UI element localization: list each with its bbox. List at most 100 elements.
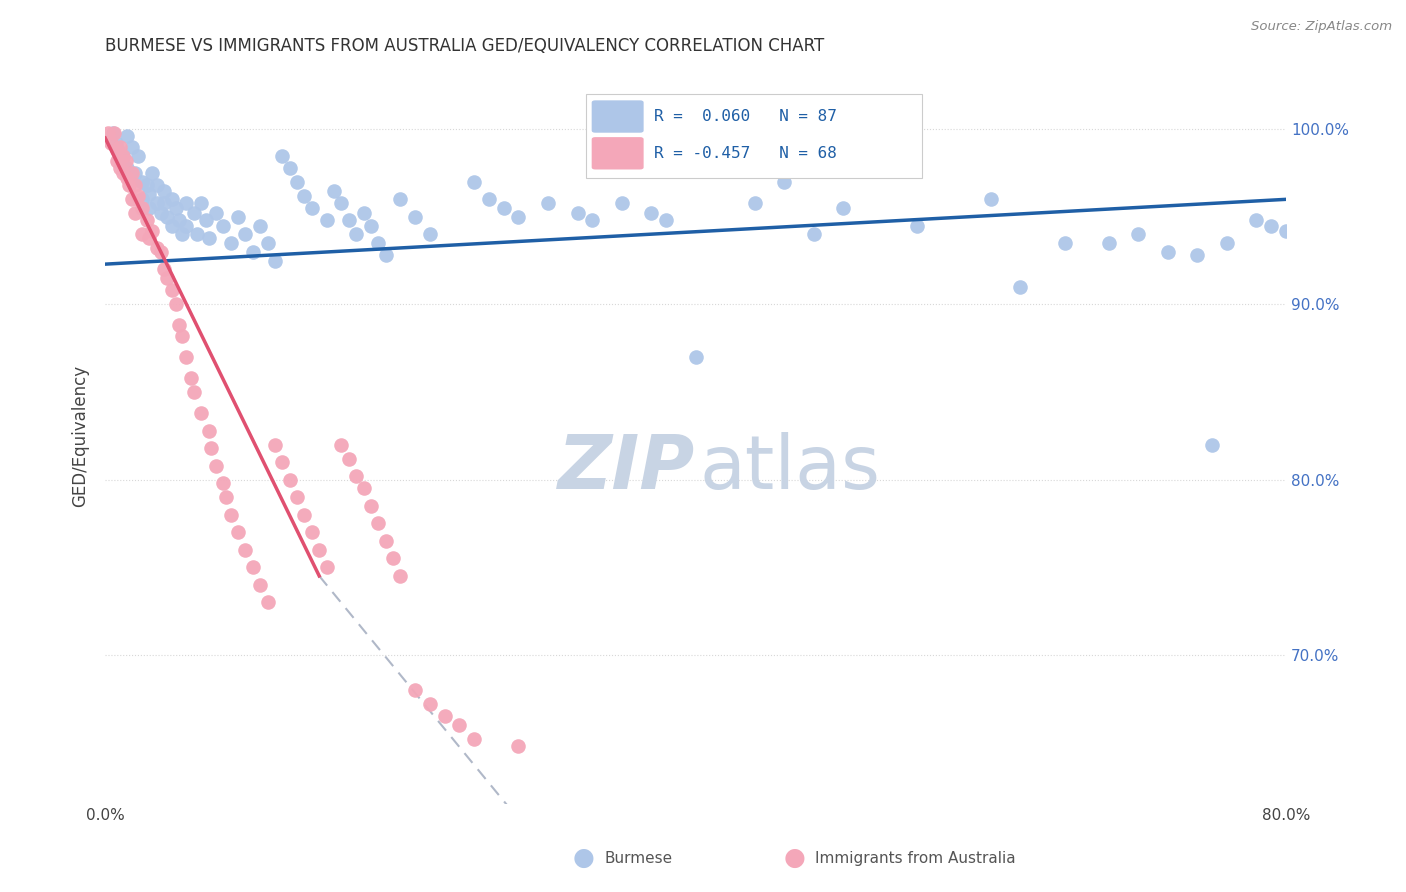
- Point: [131, 201, 153, 215]
- Point: [124, 206, 146, 220]
- Point: [581, 213, 603, 227]
- Point: [127, 148, 149, 162]
- Point: [197, 231, 219, 245]
- Point: [1053, 236, 1076, 251]
- Point: [138, 187, 160, 202]
- Point: [242, 560, 264, 574]
- Point: [508, 210, 530, 224]
- Point: [301, 201, 323, 215]
- Point: [150, 244, 173, 259]
- Point: [183, 384, 205, 399]
- Point: [194, 213, 217, 227]
- Point: [249, 577, 271, 591]
- Point: [101, 126, 124, 140]
- Point: [212, 476, 235, 491]
- Point: [146, 241, 169, 255]
- Point: [337, 213, 360, 227]
- Point: [344, 227, 367, 242]
- Point: [141, 166, 163, 180]
- Point: [367, 516, 389, 531]
- Point: [315, 213, 337, 227]
- Point: [160, 219, 183, 233]
- Point: [1010, 280, 1032, 294]
- Point: [170, 227, 193, 242]
- Point: [1260, 219, 1282, 233]
- Point: [153, 184, 176, 198]
- Point: [186, 227, 208, 242]
- Point: [205, 206, 228, 220]
- Point: [285, 490, 308, 504]
- Point: [176, 350, 198, 364]
- Point: [1216, 236, 1239, 251]
- Text: R =  0.060   N = 87: R = 0.060 N = 87: [654, 109, 837, 124]
- Point: [167, 318, 190, 333]
- Point: [278, 473, 301, 487]
- Point: [1275, 224, 1298, 238]
- Point: [610, 195, 633, 210]
- Point: [308, 542, 330, 557]
- Point: [165, 201, 187, 215]
- Point: [197, 424, 219, 438]
- Point: [138, 201, 160, 215]
- Point: [980, 192, 1002, 206]
- Point: [205, 458, 228, 473]
- Point: [219, 236, 242, 251]
- Point: [508, 739, 530, 753]
- Point: [146, 195, 169, 210]
- Point: [200, 441, 222, 455]
- Point: [167, 213, 190, 227]
- Point: [803, 227, 825, 242]
- Point: [104, 136, 127, 151]
- Point: [165, 297, 187, 311]
- Point: [905, 219, 928, 233]
- Y-axis label: GED/Equivalency: GED/Equivalency: [72, 365, 89, 507]
- Point: [278, 161, 301, 175]
- Point: [256, 595, 278, 609]
- Point: [118, 178, 141, 193]
- Point: [212, 219, 235, 233]
- Point: [832, 201, 855, 215]
- Point: [160, 284, 183, 298]
- Point: [190, 195, 212, 210]
- Point: [744, 195, 766, 210]
- Point: [315, 560, 337, 574]
- Point: [1187, 248, 1209, 262]
- Text: ●: ●: [783, 847, 806, 870]
- FancyBboxPatch shape: [592, 100, 644, 133]
- Point: [294, 189, 316, 203]
- Point: [103, 126, 125, 140]
- Point: [124, 166, 146, 180]
- Point: [773, 175, 796, 189]
- Point: [111, 166, 134, 180]
- Point: [433, 709, 456, 723]
- Text: Source: ZipAtlas.com: Source: ZipAtlas.com: [1251, 20, 1392, 33]
- Point: [330, 195, 353, 210]
- Point: [156, 210, 179, 224]
- Point: [271, 148, 294, 162]
- Point: [404, 682, 426, 697]
- Point: [242, 244, 264, 259]
- Point: [153, 262, 176, 277]
- Point: [183, 206, 205, 220]
- Point: [160, 192, 183, 206]
- Point: [256, 236, 278, 251]
- Point: [537, 195, 560, 210]
- Point: [382, 551, 405, 566]
- Point: [374, 248, 396, 262]
- Point: [249, 219, 271, 233]
- Point: [449, 718, 471, 732]
- Point: [404, 210, 426, 224]
- Point: [190, 406, 212, 420]
- Point: [323, 184, 346, 198]
- Point: [121, 192, 143, 206]
- Point: [135, 178, 157, 193]
- Point: [389, 569, 412, 583]
- Point: [108, 161, 131, 175]
- Point: [1157, 244, 1180, 259]
- Point: [215, 490, 238, 504]
- Point: [1128, 227, 1150, 242]
- Point: [235, 542, 257, 557]
- Point: [105, 143, 128, 157]
- Point: [146, 178, 169, 193]
- Point: [156, 271, 179, 285]
